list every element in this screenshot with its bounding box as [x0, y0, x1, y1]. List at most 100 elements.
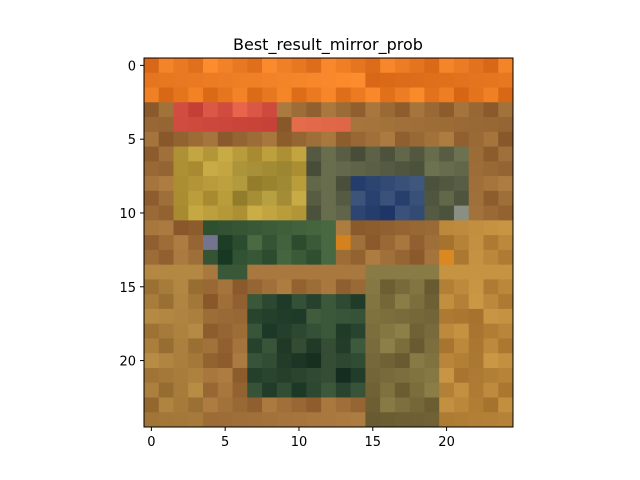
- heatmap-cell: [453, 249, 470, 266]
- heatmap-cell: [306, 382, 322, 398]
- heatmap-cell: [158, 308, 174, 325]
- heatmap-cell: [188, 353, 204, 369]
- heatmap-cell: [158, 87, 174, 103]
- heatmap-cell: [291, 131, 307, 147]
- heatmap-cell: [439, 294, 455, 310]
- heatmap-cell: [439, 279, 455, 295]
- heatmap-cell: [365, 205, 381, 221]
- heatmap-cell: [262, 102, 278, 118]
- heatmap-cell: [453, 264, 470, 280]
- heatmap-cell: [217, 412, 233, 428]
- heatmap-cell: [158, 264, 174, 280]
- heatmap-cell: [483, 367, 499, 384]
- heatmap-cell: [335, 146, 352, 162]
- heatmap-cell: [291, 146, 307, 162]
- heatmap-cell: [498, 161, 514, 177]
- heatmap-cell: [232, 279, 248, 295]
- heatmap-cell: [217, 72, 233, 88]
- heatmap-cell: [439, 87, 455, 103]
- x-tick-label: 10: [291, 435, 308, 450]
- heatmap-cell: [394, 220, 411, 236]
- heatmap-cell: [335, 87, 352, 103]
- heatmap-cell: [306, 323, 322, 339]
- heatmap-cell: [380, 102, 396, 118]
- heatmap-cell: [247, 323, 263, 339]
- heatmap-cell: [498, 205, 514, 221]
- heatmap-cell: [232, 58, 248, 74]
- heatmap-cell: [217, 58, 233, 74]
- heatmap-cell: [203, 131, 219, 147]
- heatmap-cell: [453, 190, 470, 206]
- heatmap-cell: [291, 412, 307, 428]
- heatmap-cell: [276, 235, 292, 251]
- heatmap-cell: [247, 146, 263, 162]
- heatmap-cell: [173, 102, 189, 118]
- heatmap-cell: [439, 412, 455, 428]
- heatmap-cell: [306, 58, 322, 74]
- heatmap-cell: [483, 264, 499, 280]
- heatmap-cell: [453, 131, 470, 147]
- chart-title: Best_result_mirror_prob: [233, 35, 423, 55]
- heatmap-cell: [394, 249, 411, 266]
- heatmap-cell: [350, 117, 366, 133]
- heatmap-cell: [468, 161, 484, 177]
- heatmap-cell: [306, 161, 322, 177]
- heatmap-cell: [247, 58, 263, 74]
- heatmap-cell: [468, 308, 484, 325]
- heatmap-cell: [335, 249, 352, 266]
- heatmap-cell: [247, 308, 263, 325]
- heatmap-cell: [365, 161, 381, 177]
- heatmap-cell: [439, 72, 455, 88]
- heatmap-cell: [409, 294, 425, 310]
- heatmap-cell: [335, 205, 352, 221]
- heatmap-cell: [424, 308, 440, 325]
- heatmap-cell: [453, 205, 470, 221]
- heatmap-cell: [453, 117, 470, 133]
- heatmap-cell: [291, 382, 307, 398]
- heatmap-cell: [203, 323, 219, 339]
- heatmap-cell: [424, 102, 440, 118]
- heatmap-cell: [409, 176, 425, 192]
- heatmap-cell: [173, 308, 189, 325]
- heatmap-cell: [394, 367, 411, 384]
- heatmap-cell: [321, 353, 337, 369]
- heatmap-cell: [247, 190, 263, 206]
- heatmap-cell: [144, 161, 160, 177]
- heatmap-cell: [276, 117, 292, 133]
- heatmap-cell: [262, 249, 278, 266]
- heatmap-cell: [188, 264, 204, 280]
- heatmap-cell: [306, 117, 322, 133]
- heatmap-cell: [498, 353, 514, 369]
- heatmap-cell: [350, 308, 366, 325]
- x-tick-label: 15: [365, 435, 382, 450]
- heatmap-cell: [335, 367, 352, 384]
- heatmap-cell: [498, 308, 514, 325]
- heatmap-cell: [306, 176, 322, 192]
- heatmap-cell: [439, 146, 455, 162]
- heatmap-cell: [217, 117, 233, 133]
- heatmap-cell: [350, 176, 366, 192]
- heatmap-cell: [306, 72, 322, 88]
- y-tick-label: 15: [119, 281, 136, 296]
- heatmap-cell: [173, 353, 189, 369]
- heatmap-cell: [468, 279, 484, 295]
- heatmap-cell: [276, 131, 292, 147]
- heatmap-cell: [424, 397, 440, 413]
- heatmap-cell: [365, 58, 381, 74]
- heatmap-cell: [335, 353, 352, 369]
- heatmap-cell: [262, 117, 278, 133]
- heatmap-cell: [498, 87, 514, 103]
- heatmap-cell: [335, 412, 352, 428]
- heatmap-cell: [262, 205, 278, 221]
- heatmap-cell: [483, 397, 499, 413]
- heatmap-cell: [262, 176, 278, 192]
- heatmap-cell: [247, 87, 263, 103]
- heatmap-cell: [498, 338, 514, 354]
- heatmap-cell: [262, 338, 278, 354]
- x-axis: 0 5 10 15 20: [147, 427, 455, 450]
- heatmap-cell: [453, 235, 470, 251]
- heatmap-cell: [453, 338, 470, 354]
- heatmap-cell: [203, 264, 219, 280]
- heatmap-cell: [276, 249, 292, 266]
- heatmap-cell: [321, 397, 337, 413]
